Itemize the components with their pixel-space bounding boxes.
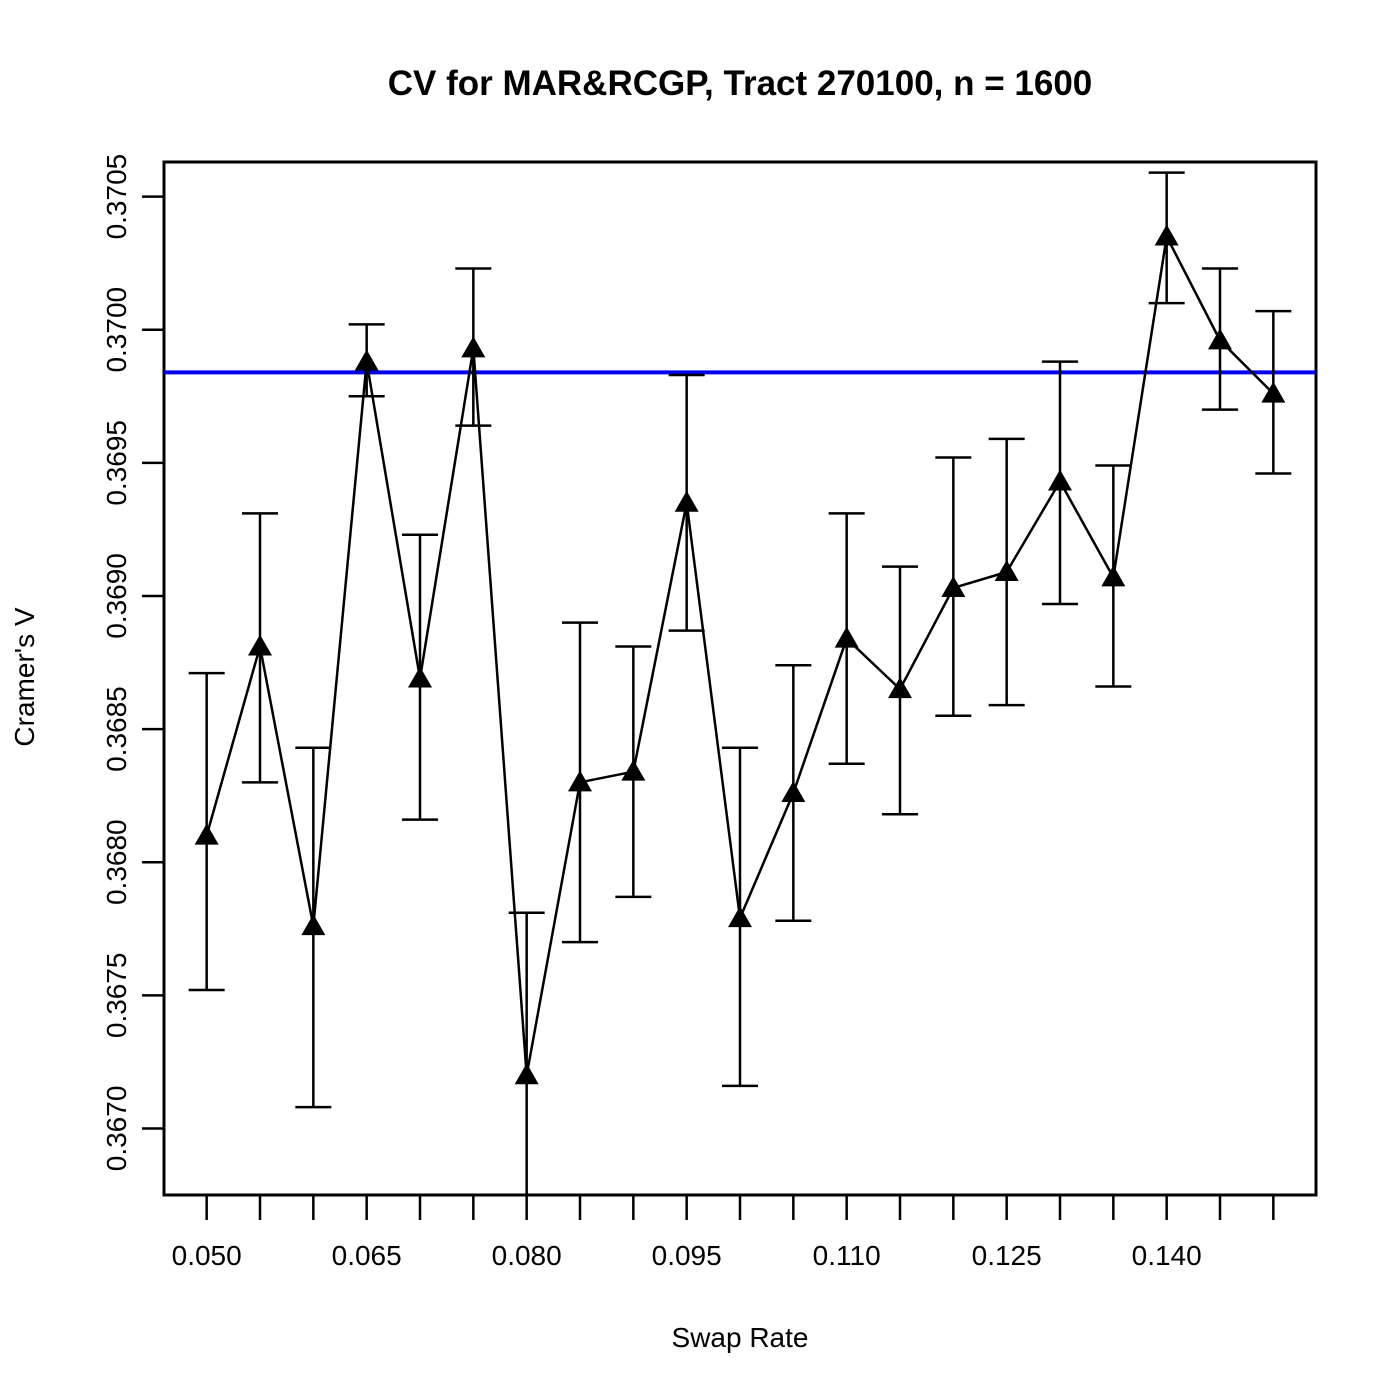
data-point [248,634,272,656]
x-tick-label: 0.125 [972,1240,1042,1271]
y-tick-label: 0.3670 [101,1086,132,1172]
data-point [941,575,966,597]
data-point [728,906,752,928]
y-tick-label: 0.3675 [101,953,132,1039]
data-point [408,666,432,688]
x-tick-label: 0.095 [652,1240,722,1271]
data-point [354,349,379,371]
data-point [1101,565,1126,587]
data-point [1048,469,1072,491]
x-tick-label: 0.080 [492,1240,562,1271]
y-axis-label: Cramer's V [9,607,40,746]
y-tick-label: 0.3705 [101,154,132,240]
data-point [834,626,859,648]
x-tick-label: 0.065 [332,1240,402,1271]
data-point [301,914,326,936]
x-tick-label: 0.110 [813,1240,881,1271]
data-point [194,823,219,845]
y-tick-label: 0.3690 [101,553,132,639]
y-tick-label: 0.3685 [101,686,132,772]
data-point [781,780,806,802]
y-tick-label: 0.3700 [101,287,132,373]
data-point [1261,381,1286,403]
y-tick-label: 0.3680 [101,819,132,905]
data-point [621,759,646,781]
y-tick-label: 0.3695 [101,420,132,506]
x-tick-label: 0.140 [1132,1240,1202,1271]
data-point [1154,224,1179,246]
x-tick-label: 0.050 [172,1240,242,1271]
data-point [1208,328,1232,350]
data-point [674,490,699,512]
x-axis-label: Swap Rate [672,1322,809,1353]
data-point [568,770,592,792]
data-point [994,560,1019,582]
chart-title: CV for MAR&RCGP, Tract 270100, n = 1600 [388,64,1093,103]
data-point [461,336,486,358]
data-point [514,1063,539,1085]
data-point [888,677,912,699]
